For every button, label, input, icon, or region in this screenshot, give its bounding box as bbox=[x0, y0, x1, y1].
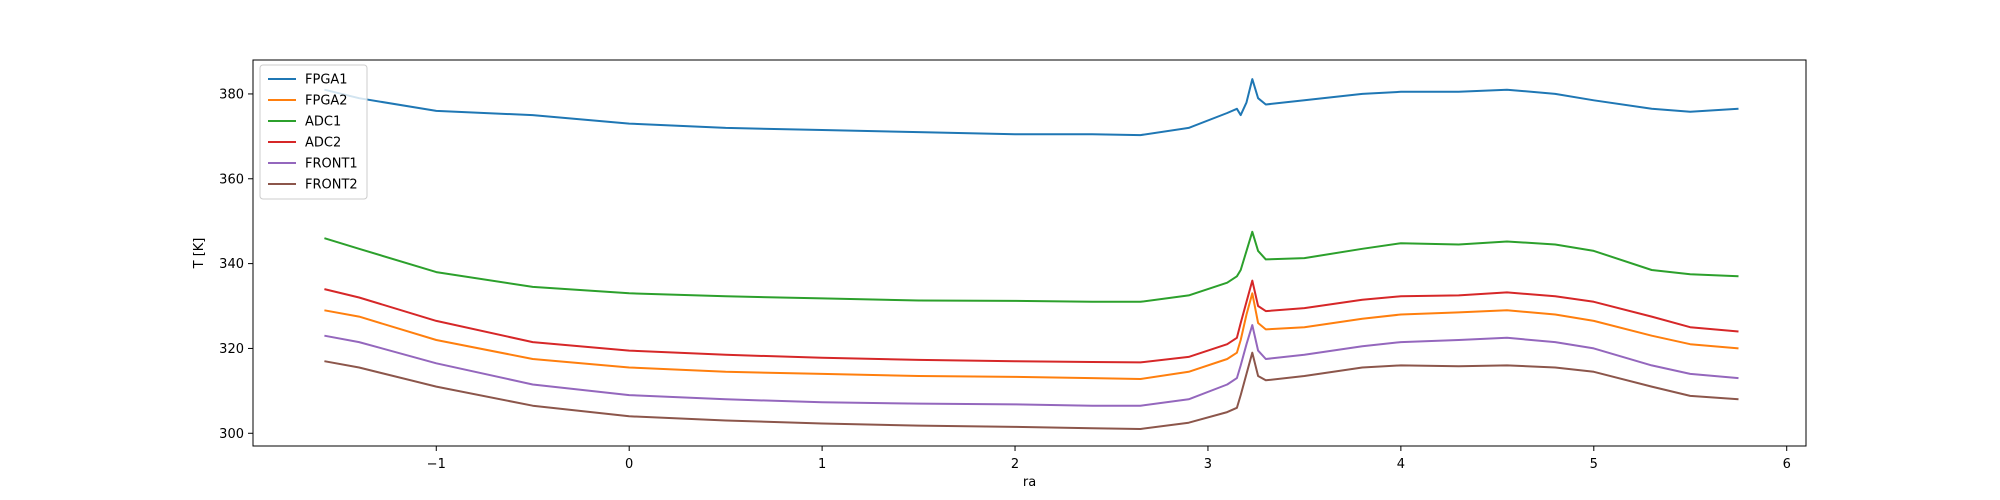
x-tick-label: 4 bbox=[1397, 457, 1405, 472]
y-tick-label: 380 bbox=[219, 87, 244, 102]
x-tick-label: 3 bbox=[1204, 457, 1212, 472]
y-axis-label: T [K] bbox=[192, 238, 207, 270]
axes-frame bbox=[252, 59, 1807, 447]
series-line-fpga1 bbox=[324, 78, 1739, 137]
series-line-adc2 bbox=[324, 279, 1739, 364]
y-tick-label: 360 bbox=[219, 172, 244, 187]
x-tick-label: 0 bbox=[625, 457, 633, 472]
legend: FPGA1 FPGA2 ADC1 ADC2 FRONT1 FRONT2 bbox=[259, 64, 368, 200]
y-tick-label: 340 bbox=[219, 257, 244, 272]
series-line-fpga2 bbox=[324, 292, 1739, 380]
x-tick-label: 2 bbox=[1011, 457, 1019, 472]
x-axis-label: ra bbox=[1023, 475, 1036, 490]
x-tick-label: 6 bbox=[1783, 457, 1791, 472]
legend-label-fpga1: FPGA1 bbox=[305, 73, 348, 88]
legend-box bbox=[259, 64, 368, 200]
y-axis: 300 320 340 360 380 bbox=[219, 87, 253, 442]
legend-label-fpga2: FPGA2 bbox=[305, 94, 348, 109]
y-tick-label: 320 bbox=[219, 342, 244, 357]
x-tick-label: −1 bbox=[427, 457, 446, 472]
legend-label-adc1: ADC1 bbox=[305, 115, 341, 130]
series-line-front2 bbox=[324, 351, 1739, 430]
series-line-front1 bbox=[324, 324, 1739, 407]
legend-label-front1: FRONT1 bbox=[305, 157, 358, 172]
x-axis: −1 0 1 2 3 4 5 6 bbox=[427, 446, 1791, 472]
y-tick-label: 300 bbox=[219, 427, 244, 442]
legend-label-adc2: ADC2 bbox=[305, 136, 341, 151]
legend-label-front2: FRONT2 bbox=[305, 178, 358, 193]
series-group bbox=[324, 78, 1739, 430]
x-tick-label: 5 bbox=[1590, 457, 1598, 472]
x-tick-label: 1 bbox=[818, 457, 826, 472]
series-line-adc1 bbox=[324, 230, 1739, 303]
